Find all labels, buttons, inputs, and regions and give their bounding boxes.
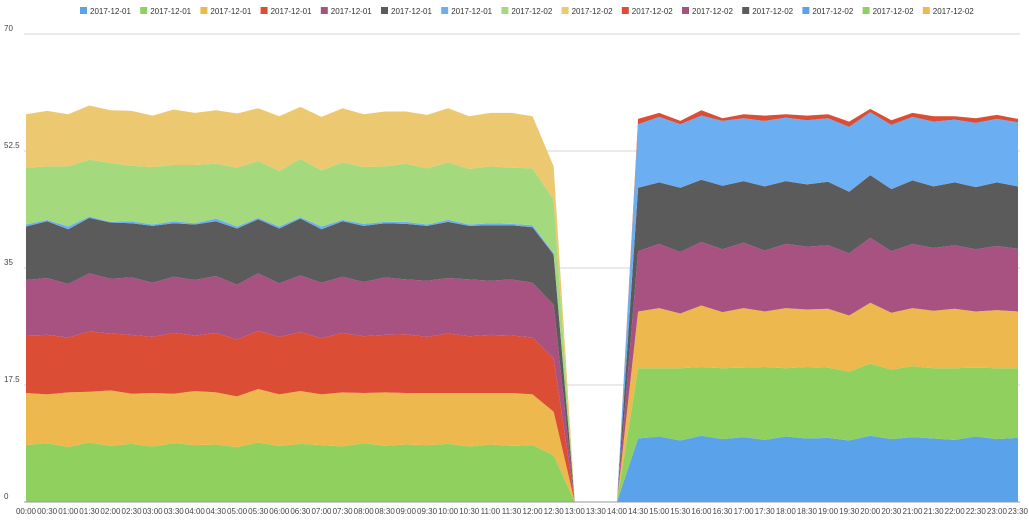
x-tick-label: 19:30 xyxy=(839,507,860,516)
legend-swatch xyxy=(922,7,930,14)
x-tick-label: 01:00 xyxy=(58,507,79,516)
area-plot xyxy=(26,105,1018,502)
legend-label: 2017-12-01 xyxy=(451,7,492,16)
legend-swatch xyxy=(260,7,268,14)
x-tick-label: 22:30 xyxy=(966,507,987,516)
x-tick-label: 14:00 xyxy=(607,507,628,516)
legend-label: 2017-12-02 xyxy=(692,7,733,16)
legend-label: 2017-12-02 xyxy=(752,7,793,16)
x-tick-label: 11:30 xyxy=(502,507,522,516)
legend-label: 2017-12-01 xyxy=(391,7,432,16)
x-tick-label: 04:30 xyxy=(206,507,227,516)
x-tick-label: 11:00 xyxy=(481,507,501,516)
x-tick-label: 08:30 xyxy=(375,507,396,516)
x-tick-label: 12:30 xyxy=(544,507,565,516)
x-tick-label: 14:30 xyxy=(628,507,649,516)
legend-swatch xyxy=(80,7,87,14)
x-tick-label: 21:30 xyxy=(924,507,945,516)
x-tick-label: 10:30 xyxy=(459,507,480,516)
x-tick-label: 15:30 xyxy=(670,507,691,516)
series-area xyxy=(26,302,1018,502)
series-area xyxy=(26,435,1018,502)
series-area xyxy=(26,112,1018,502)
legend-label: 2017-12-02 xyxy=(933,7,974,16)
legend-label: 2017-12-01 xyxy=(210,7,251,16)
x-tick-label: 03:00 xyxy=(143,507,164,516)
x-tick-label: 17:30 xyxy=(755,507,776,516)
x-tick-label: 20:00 xyxy=(860,507,881,516)
legend-swatch xyxy=(200,7,208,14)
legend-swatch xyxy=(501,7,509,14)
x-tick-label: 15:00 xyxy=(649,507,670,516)
legend-swatch xyxy=(441,7,449,14)
y-tick-label: 70 xyxy=(4,24,13,33)
x-tick-label: 03:30 xyxy=(164,507,185,516)
series-area xyxy=(26,302,1018,502)
legend-label: 2017-12-01 xyxy=(90,7,131,16)
y-tick-label: 17.5 xyxy=(4,375,20,384)
legend-swatch xyxy=(802,7,810,14)
y-tick-label: 52.5 xyxy=(4,141,20,150)
series-area xyxy=(26,112,1018,502)
x-tick-label: 05:00 xyxy=(227,507,248,516)
x-tick-label: 02:00 xyxy=(100,507,121,516)
x-tick-label: 13:30 xyxy=(586,507,607,516)
x-tick-label: 05:30 xyxy=(248,507,269,516)
x-tick-label: 00:00 xyxy=(16,507,37,516)
x-tick-label: 07:30 xyxy=(333,507,354,516)
legend-label: 2017-12-02 xyxy=(511,7,552,16)
y-tick-label: 35 xyxy=(4,258,13,267)
legend-swatch xyxy=(320,7,328,14)
series-area xyxy=(26,105,1018,502)
x-tick-label: 08:00 xyxy=(354,507,375,516)
legend-swatch xyxy=(621,7,629,14)
x-tick-label: 22:00 xyxy=(945,507,966,516)
legend: 2017-12-01 2017-12-01 2017-12-01 2017-12-01… xyxy=(80,7,974,16)
x-tick-label: 18:30 xyxy=(797,507,818,516)
x-tick-label: 07:00 xyxy=(311,507,332,516)
series-area xyxy=(26,363,1018,502)
x-tick-label: 04:00 xyxy=(185,507,206,516)
x-tick-label: 06:00 xyxy=(269,507,290,516)
x-tick-label: 06:30 xyxy=(290,507,311,516)
x-tick-label: 00:30 xyxy=(37,507,58,516)
x-tick-label: 19:00 xyxy=(818,507,839,516)
x-tick-label: 17:00 xyxy=(734,507,755,516)
legend-label: 2017-12-01 xyxy=(150,7,191,16)
x-tick-label: 13:00 xyxy=(565,507,586,516)
x-tick-label: 12:00 xyxy=(523,507,544,516)
legend-swatch xyxy=(682,7,689,14)
series-area xyxy=(26,237,1018,502)
legend-swatch xyxy=(862,7,870,14)
x-tick-label: 09:00 xyxy=(396,507,417,516)
legend-label: 2017-12-01 xyxy=(271,7,312,16)
legend-label: 2017-12-02 xyxy=(572,7,613,16)
legend-swatch xyxy=(140,7,148,14)
x-tick-label: 02:30 xyxy=(122,507,143,516)
legend-label: 2017-12-02 xyxy=(632,7,673,16)
axes: 00:00 00:30 01:00 01:30 02:00 02:30 03:00 03:30… xyxy=(16,501,1029,516)
x-tick-label: 16:30 xyxy=(712,507,733,516)
legend-label: 2017-12-01 xyxy=(331,7,372,16)
series-area xyxy=(26,175,1018,502)
x-tick-label: 20:30 xyxy=(881,507,902,516)
legend-swatch xyxy=(742,7,750,14)
legend-swatch xyxy=(381,7,388,14)
x-tick-label: 09:30 xyxy=(417,507,438,516)
x-tick-label: 21:00 xyxy=(902,507,923,516)
x-tick-label: 16:00 xyxy=(691,507,712,516)
x-tick-label: 23:00 xyxy=(987,507,1008,516)
x-tick-label: 18:00 xyxy=(776,507,797,516)
legend-label: 2017-12-02 xyxy=(812,7,853,16)
y-tick-label: 0 xyxy=(4,492,9,501)
x-tick-label: 01:30 xyxy=(79,507,100,516)
x-tick-label: 23:30 xyxy=(1008,507,1029,516)
x-tick-label: 10:00 xyxy=(438,507,459,516)
legend-swatch xyxy=(561,7,569,14)
legend-label: 2017-12-02 xyxy=(873,7,914,16)
